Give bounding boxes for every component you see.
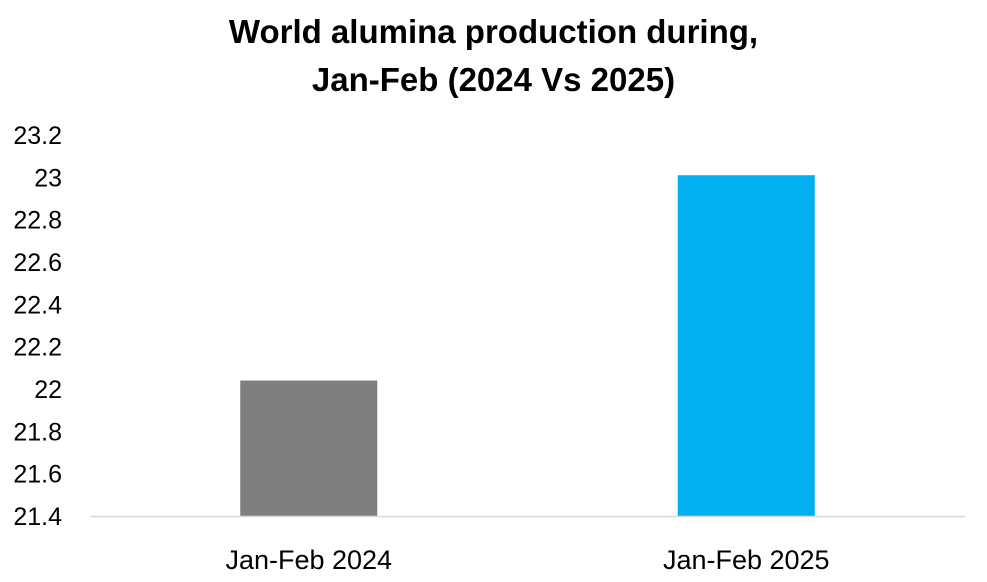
y-tick-label: 22.4: [13, 291, 62, 319]
y-tick-label: 21.8: [13, 418, 62, 446]
chart-title-line-1: World alumina production during,: [228, 13, 759, 50]
y-tick-label: 21.6: [13, 461, 62, 489]
y-tick-label: 21.4: [13, 503, 62, 531]
y-tick-label: 22: [34, 376, 62, 404]
y-tick-label: 22.2: [13, 334, 62, 362]
y-tick-label: 23: [34, 164, 62, 192]
y-tick-label: 22.6: [13, 249, 62, 277]
chart-title-line-2: Jan-Feb (2024 Vs 2025): [311, 61, 676, 98]
y-tick-label: 22.8: [13, 207, 62, 235]
bar-2: [677, 175, 815, 516]
chart-title: World alumina production during, Jan-Feb…: [0, 8, 987, 104]
y-tick-label: 23.2: [13, 122, 62, 150]
bar-1: [240, 380, 378, 516]
x-category-label: Jan-Feb 2024: [225, 545, 392, 575]
x-category-label: Jan-Feb 2025: [663, 545, 830, 575]
